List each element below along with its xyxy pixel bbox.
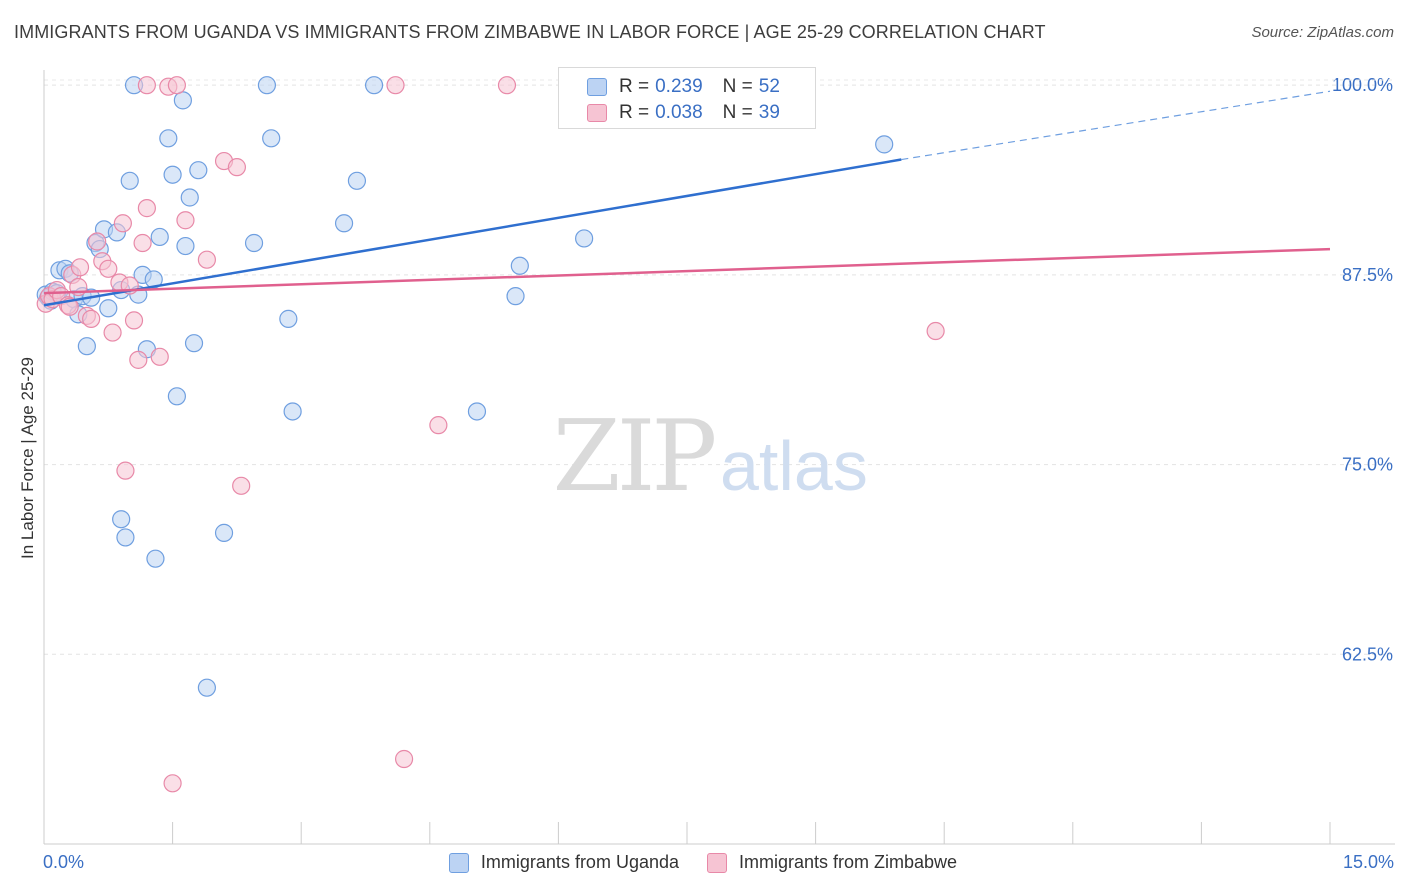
uganda-point (120, 171, 139, 190)
uganda-swatch (587, 78, 607, 96)
n-label: N = (722, 76, 753, 97)
uganda-point (150, 227, 169, 247)
zimbabwe-point (133, 233, 152, 253)
uganda-point (257, 76, 277, 95)
r-label: R = (619, 102, 650, 123)
zimbabwe-legend-swatch (707, 852, 727, 873)
uganda-point (163, 165, 182, 184)
watermark-atlas: atlas (720, 427, 868, 505)
x-tick-min: 0.0% (43, 852, 85, 872)
uganda-point (364, 76, 384, 95)
uganda-point (214, 523, 234, 542)
series-legend: Immigrants from Uganda Immigrants from Z… (0, 852, 1406, 873)
zimbabwe-point (137, 199, 156, 218)
uganda-point (159, 129, 178, 148)
zimbabwe-point (176, 211, 195, 230)
legend-label-uganda: Immigrants from Uganda (480, 852, 679, 872)
stats-row-zimbabwe: R = 0.038 N = 39 (587, 101, 780, 125)
n-value-zimbabwe: 39 (758, 102, 780, 123)
uganda-point (173, 91, 192, 110)
stats-row-uganda: R = 0.239 N = 52 (587, 75, 780, 99)
legend-label-zimbabwe: Immigrants from Zimbabwe (739, 852, 958, 872)
r-value-zimbabwe: 0.038 (655, 102, 703, 123)
uganda-point (112, 510, 131, 529)
uganda-point (244, 233, 264, 253)
legend-item-zimbabwe[interactable]: Immigrants from Zimbabwe (707, 852, 957, 873)
uganda-point (189, 161, 208, 180)
uganda-point (467, 402, 487, 421)
zimbabwe-point (99, 259, 118, 278)
uganda-trend-extension (901, 90, 1331, 161)
zimbabwe-point (150, 347, 169, 366)
zimbabwe-point (116, 461, 135, 480)
zimbabwe-point (167, 76, 186, 95)
n-label: N = (722, 102, 753, 123)
uganda-trend-line (43, 158, 902, 307)
uganda-point (146, 549, 165, 568)
zimbabwe-point (232, 476, 251, 495)
r-value-uganda: 0.239 (655, 76, 703, 97)
zimbabwe-point (227, 158, 246, 177)
chart-title: IMMIGRANTS FROM UGANDA VS IMMIGRANTS FRO… (14, 22, 1046, 42)
zimbabwe-point (926, 321, 945, 341)
zimbabwe-point (129, 350, 148, 369)
uganda-point (116, 528, 135, 547)
uganda-point (283, 402, 302, 421)
source-credit: Source: ZipAtlas.com (1251, 24, 1394, 41)
zimbabwe-point (70, 258, 90, 277)
x-tick-max: 15.0% (1342, 852, 1394, 872)
uganda-point (506, 287, 525, 306)
uganda-point (167, 387, 186, 406)
zimbabwe-point (197, 250, 216, 269)
stats-legend: R = 0.239 N = 52 R = 0.038 N = 39 (558, 67, 816, 129)
y-tick-label: 62.5% (1342, 644, 1393, 664)
zimbabwe-point (113, 214, 132, 233)
uganda-point (77, 337, 96, 356)
zimbabwe-trend-line (43, 247, 1331, 295)
y-tick-label: 87.5% (1342, 265, 1393, 285)
uganda-point (99, 299, 118, 318)
n-value-uganda: 52 (758, 76, 780, 97)
zimbabwe-point (88, 232, 107, 251)
zimbabwe-point (386, 76, 405, 95)
uganda-point (262, 129, 281, 148)
r-label: R = (619, 76, 650, 97)
zimbabwe-point (103, 323, 122, 342)
zimbabwe-point (497, 76, 517, 95)
uganda-point (180, 188, 199, 207)
uganda-legend-swatch (448, 852, 469, 873)
legend-item-uganda[interactable]: Immigrants from Uganda (448, 852, 679, 873)
zimbabwe-point (163, 774, 182, 793)
y-tick-label: 75.0% (1342, 455, 1393, 475)
zimbabwe-point (124, 311, 144, 330)
zimbabwe-point (137, 76, 156, 95)
zimbabwe-swatch (587, 104, 607, 122)
watermark-zip: ZIP (553, 400, 715, 514)
uganda-point (176, 236, 195, 256)
uganda-point (279, 309, 298, 328)
uganda-point (144, 270, 163, 289)
zimbabwe-point (394, 749, 414, 769)
zimbabwe-point (82, 309, 101, 328)
uganda-point (197, 678, 216, 697)
zimbabwe-point (429, 416, 448, 435)
uganda-point (875, 135, 894, 154)
uganda-point (347, 171, 367, 190)
uganda-point (184, 334, 204, 353)
y-tick-label: 100.0% (1332, 75, 1393, 95)
uganda-point (575, 229, 594, 248)
uganda-point (510, 256, 529, 275)
uganda-point (334, 214, 354, 233)
